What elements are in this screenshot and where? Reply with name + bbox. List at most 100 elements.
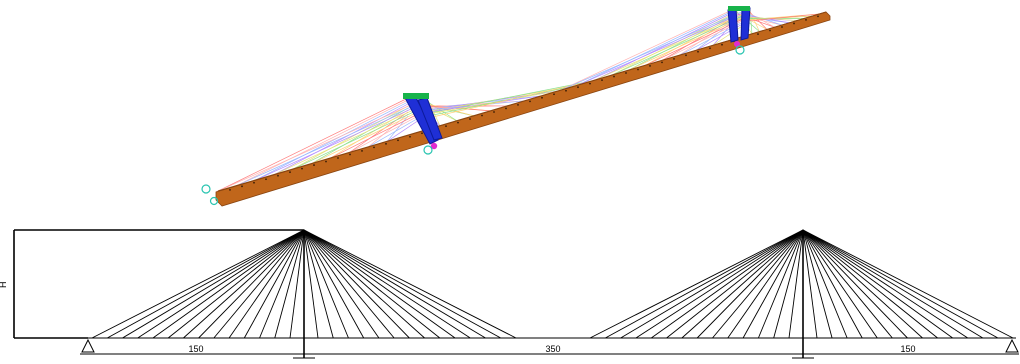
height-label: H	[0, 282, 8, 289]
right-main-span-cable	[773, 229, 804, 339]
stay-cable	[576, 11, 747, 86]
stay-cable	[329, 111, 423, 159]
stay-cable	[712, 23, 747, 46]
deck-node	[313, 164, 315, 166]
deck-node	[817, 15, 819, 18]
deck-node	[757, 33, 759, 35]
deck-node	[673, 57, 675, 60]
left-main-span-cable	[303, 229, 319, 339]
left-abutment-marker	[201, 184, 211, 194]
stay-cable	[291, 107, 423, 170]
left-main-span-cable	[303, 229, 334, 339]
deck-node	[229, 188, 231, 191]
deck-node	[361, 150, 363, 152]
right-main-span-cable	[635, 229, 804, 339]
deck-node	[481, 114, 483, 117]
left-main-span-cable	[303, 229, 486, 339]
stay-cable	[749, 15, 790, 24]
deck-node	[409, 135, 411, 138]
right-pylon-crossbeam	[728, 6, 750, 11]
left-back-span-cable	[274, 229, 305, 339]
stay-cable	[253, 103, 423, 182]
deck-node	[637, 68, 639, 71]
right-back-span-cable	[802, 229, 999, 339]
left-back-span-cable	[137, 229, 305, 339]
stay-cable	[272, 105, 423, 176]
main-span-label: 350	[545, 344, 560, 354]
stay-cable	[749, 16, 798, 21]
right-back-span-cable	[802, 229, 833, 339]
right-main-span-cable	[650, 229, 804, 339]
deck-node	[277, 174, 279, 177]
right-main-span-cable	[696, 229, 804, 339]
deck-node	[469, 118, 471, 120]
left-main-span-cable	[303, 229, 365, 339]
stay-cables-elevation	[91, 229, 1014, 339]
left-main-span-cable	[303, 229, 517, 339]
deck-node	[349, 153, 351, 156]
stay-cable	[272, 103, 409, 176]
left-main-span-cable	[303, 229, 395, 339]
left-back-span-cable	[183, 229, 305, 339]
deck-node	[385, 142, 387, 145]
deck-node	[241, 185, 243, 188]
right-main-span-cable	[681, 229, 804, 339]
stay-cable	[234, 101, 423, 187]
stay-cable	[329, 109, 409, 159]
bridge-deck-3d	[215, 11, 831, 207]
deck-node	[421, 132, 423, 135]
stay-cable	[749, 13, 820, 22]
right-back-span-cable	[802, 229, 1014, 339]
deck-node	[697, 50, 699, 53]
deck-node	[253, 181, 255, 184]
right-back-span-cable	[802, 229, 878, 339]
right-back-span-cable	[802, 229, 984, 339]
right-back-span-cable	[802, 229, 969, 339]
right-back-span-cable	[802, 229, 848, 339]
right-pylon-anchor	[734, 41, 740, 47]
right-main-span-cable	[712, 229, 804, 339]
right-back-span-cable	[802, 229, 863, 339]
deck-node	[625, 72, 627, 74]
right-main-span-cable	[757, 229, 804, 339]
left-pylon-anchor	[430, 142, 438, 150]
stay-cable	[427, 85, 577, 117]
stay-cable	[593, 12, 733, 81]
stay-cable	[234, 99, 409, 187]
left-main-span-cable	[303, 229, 501, 339]
stay-cable	[593, 12, 747, 81]
deck-node	[781, 26, 783, 28]
right-back-span-cable	[802, 229, 923, 339]
stay-cable	[367, 113, 409, 148]
stay-cable	[413, 80, 594, 117]
left-main-span-cable	[303, 229, 425, 339]
stay-cable	[215, 97, 409, 193]
deck-node	[457, 121, 459, 124]
deck-node	[529, 100, 531, 103]
left-back-span-cable	[167, 229, 305, 339]
left-pylon-crossbeam	[403, 93, 429, 99]
stay-cable	[386, 117, 423, 142]
left-abutment-marker	[209, 196, 219, 206]
left-span-label: 150	[188, 344, 203, 354]
left-back-span-cable	[228, 229, 305, 339]
deck-edge-line	[217, 11, 827, 192]
deck-node	[541, 96, 543, 99]
left-back-span-cable	[259, 229, 305, 339]
deck-node	[805, 19, 807, 21]
left-back-span-cable	[122, 229, 305, 339]
deck-element-nodes	[229, 15, 819, 191]
deck-node	[289, 171, 291, 174]
deck-node	[661, 61, 663, 64]
stay-cable	[627, 15, 747, 71]
left-back-span-cable	[152, 229, 305, 339]
stay-cable	[610, 14, 747, 76]
stay-cable	[559, 9, 733, 91]
deck-node	[517, 103, 519, 106]
deck-node	[265, 178, 267, 181]
left-back-span-cable	[198, 229, 305, 339]
left-end-support-triangle	[81, 338, 95, 353]
left-end-support-3d	[201, 184, 219, 206]
stay-cables-3d	[215, 9, 820, 193]
stay-cable	[749, 14, 783, 26]
